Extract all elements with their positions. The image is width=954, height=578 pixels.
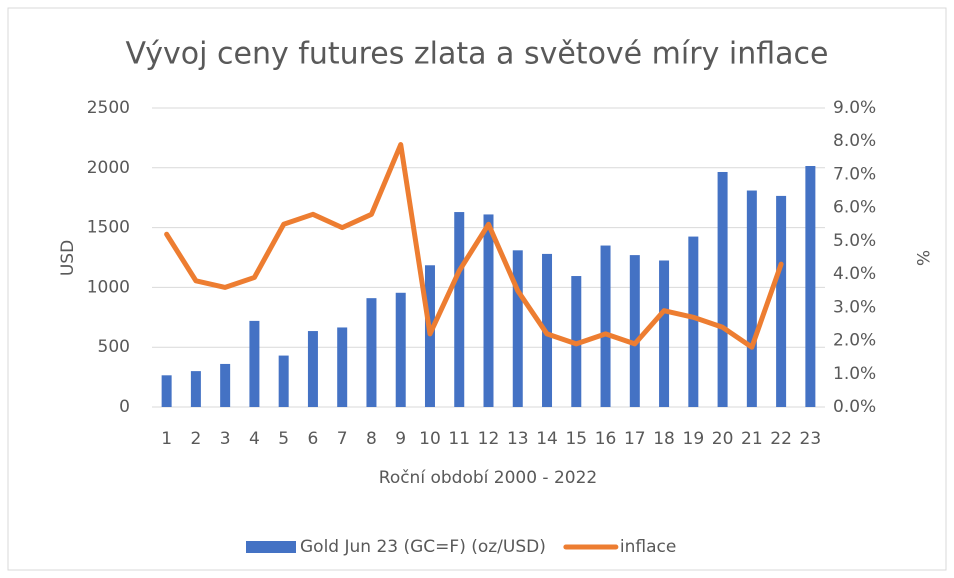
- x-tick-label: 19: [683, 429, 705, 449]
- bar: [249, 320, 260, 407]
- y-tick-label: 500: [98, 337, 130, 357]
- x-tick-label: 5: [278, 429, 289, 449]
- y2-tick-label: 9.0%: [833, 98, 876, 118]
- x-tick-label: 1: [161, 429, 172, 449]
- bar: [278, 355, 289, 407]
- bar: [805, 166, 816, 407]
- x-tick-label: 8: [366, 429, 377, 449]
- bar: [220, 363, 231, 407]
- x-tick-label: 3: [220, 429, 231, 449]
- y2-tick-label: 0.0%: [833, 397, 876, 417]
- x-tick-label: 9: [395, 429, 406, 449]
- bar: [688, 236, 699, 407]
- x-tick-label: 21: [741, 429, 763, 449]
- y-axis-label: USD: [58, 240, 78, 276]
- bar: [337, 327, 348, 407]
- x-tick-label: 18: [653, 429, 675, 449]
- bar: [600, 245, 611, 407]
- bar: [746, 190, 757, 407]
- x-tick-label: 15: [565, 429, 587, 449]
- y2-tick-label: 1.0%: [833, 364, 876, 384]
- x-tick-label: 2: [190, 429, 201, 449]
- bar: [161, 375, 172, 407]
- y-tick-label: 1500: [87, 218, 130, 238]
- bar: [629, 255, 640, 407]
- x-tick-label: 4: [249, 429, 260, 449]
- x-tick-label: 7: [337, 429, 348, 449]
- bar: [190, 371, 201, 407]
- legend-label: Gold Jun 23 (GC=F) (oz/USD): [300, 537, 546, 557]
- chart-frame: [7, 7, 947, 571]
- x-tick-label: 23: [800, 429, 822, 449]
- y2-axis-label: %: [912, 250, 932, 266]
- legend-label: inflace: [620, 537, 676, 557]
- x-tick-label: 6: [308, 429, 319, 449]
- y2-tick-label: 2.0%: [833, 331, 876, 351]
- bar: [512, 250, 523, 407]
- x-tick-label: 10: [419, 429, 441, 449]
- x-tick-label: 17: [624, 429, 646, 449]
- bar: [717, 171, 728, 407]
- y2-tick-label: 6.0%: [833, 198, 876, 218]
- chart-title: Vývoj ceny futures zlata a světové míry …: [126, 37, 829, 72]
- x-axis-label: Roční období 2000 - 2022: [379, 468, 597, 488]
- x-tick-label: 12: [478, 429, 500, 449]
- bar: [307, 331, 318, 407]
- y-tick-label: 1000: [87, 277, 130, 297]
- x-tick-label: 20: [712, 429, 734, 449]
- x-tick-label: 22: [770, 429, 792, 449]
- y2-tick-label: 7.0%: [833, 164, 876, 184]
- y2-tick-label: 4.0%: [833, 264, 876, 284]
- y2-tick-label: 8.0%: [833, 131, 876, 151]
- bar: [776, 195, 787, 407]
- x-tick-label: 13: [507, 429, 529, 449]
- y-tick-label: 2000: [87, 158, 130, 178]
- y2-tick-label: 3.0%: [833, 297, 876, 317]
- bar: [395, 292, 406, 407]
- bar: [483, 214, 494, 407]
- bar: [366, 298, 377, 407]
- bar: [659, 260, 670, 407]
- x-tick-label: 16: [595, 429, 617, 449]
- y-tick-label: 2500: [87, 98, 130, 118]
- y2-tick-label: 5.0%: [833, 231, 876, 251]
- x-tick-label: 11: [448, 429, 470, 449]
- legend-swatch: [246, 541, 296, 553]
- bar: [454, 212, 465, 407]
- line: [164, 142, 784, 350]
- x-tick-label: 14: [536, 429, 558, 449]
- y-tick-label: 0: [119, 397, 130, 417]
